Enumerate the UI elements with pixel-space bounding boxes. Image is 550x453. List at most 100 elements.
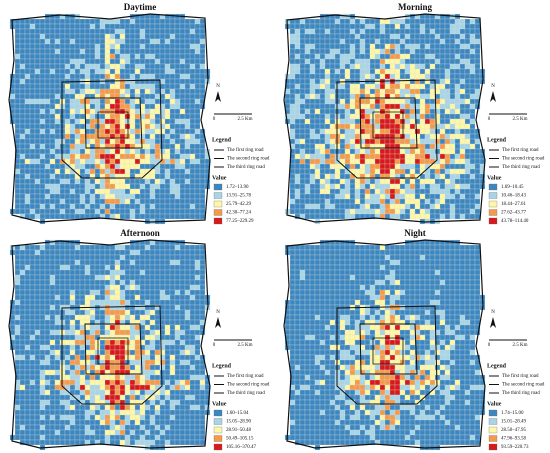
grid-cell xyxy=(194,168,201,175)
grid-cell xyxy=(79,349,86,356)
grid-cell xyxy=(414,138,421,145)
grid-cell xyxy=(194,143,201,150)
grid-cell xyxy=(304,38,311,45)
grid-cell xyxy=(39,168,46,175)
grid-cell xyxy=(449,113,456,120)
grid-cell xyxy=(134,98,141,105)
grid-cell xyxy=(104,113,111,120)
grid-cell xyxy=(89,68,96,75)
grid-cell xyxy=(29,419,36,426)
grid-cell xyxy=(39,18,46,25)
grid-cell xyxy=(44,193,51,200)
grid-cell xyxy=(79,259,86,266)
grid-cell xyxy=(54,98,61,105)
grid-cell xyxy=(289,23,296,30)
grid-cell xyxy=(119,324,126,331)
grid-cell xyxy=(189,208,196,215)
grid-cell xyxy=(34,324,41,331)
grid-cell xyxy=(394,183,401,190)
grid-cell xyxy=(84,409,91,416)
grid-cell xyxy=(424,88,431,95)
grid-cell xyxy=(409,68,416,75)
grid-cell xyxy=(44,23,51,30)
grid-cell xyxy=(29,359,36,366)
grid-cell xyxy=(29,83,36,90)
grid-cell xyxy=(124,364,131,371)
grid-cell xyxy=(114,38,121,45)
grid-cell xyxy=(179,48,186,55)
grid-cell xyxy=(144,294,151,301)
grid-cell xyxy=(359,38,366,45)
grid-cell xyxy=(114,113,121,120)
grid-cell xyxy=(79,178,86,185)
grid-cell xyxy=(309,128,316,135)
grid-cell xyxy=(109,309,116,316)
grid-cell xyxy=(74,193,81,200)
grid-cell xyxy=(159,198,166,205)
grid-cell xyxy=(194,244,201,251)
grid-cell xyxy=(444,53,451,60)
grid-cell xyxy=(444,58,451,65)
grid-cell xyxy=(394,43,401,50)
grid-cell xyxy=(164,103,171,110)
grid-cell xyxy=(169,48,176,55)
grid-cell xyxy=(319,118,326,125)
grid-cell xyxy=(464,133,471,140)
grid-cell xyxy=(309,274,316,281)
grid-cell xyxy=(139,304,146,311)
grid-cell xyxy=(404,123,411,130)
grid-cell xyxy=(34,213,41,220)
grid-cell xyxy=(24,354,31,361)
grid-cell xyxy=(109,43,116,50)
grid-cell xyxy=(134,153,141,160)
grid-cell xyxy=(164,414,171,421)
grid-cell xyxy=(319,23,326,30)
grid-cell xyxy=(74,73,81,80)
grid-cell xyxy=(329,93,336,100)
grid-cell xyxy=(474,18,481,25)
grid-cell xyxy=(184,394,191,401)
grid-cell xyxy=(64,133,71,140)
grid-cell xyxy=(79,183,86,190)
grid-cell xyxy=(194,93,201,100)
grid-cell xyxy=(194,404,201,411)
grid-cell xyxy=(319,88,326,95)
grid-cell xyxy=(109,339,116,346)
grid-cell xyxy=(334,198,341,205)
grid-cell xyxy=(459,203,466,210)
grid-cell xyxy=(329,168,336,175)
value-title: Value xyxy=(212,175,227,181)
grid-cell xyxy=(149,284,156,291)
grid-cell xyxy=(424,118,431,125)
grid-cell xyxy=(29,389,36,396)
grid-cell xyxy=(174,168,181,175)
grid-cell xyxy=(59,279,66,286)
grid-cell xyxy=(64,369,71,376)
grid-cell xyxy=(179,384,186,391)
grid-cell xyxy=(109,38,116,45)
grid-cell xyxy=(299,58,306,65)
grid-cell xyxy=(419,178,426,185)
grid-cell xyxy=(384,128,391,135)
grid-cell xyxy=(39,329,46,336)
grid-cell xyxy=(114,193,121,200)
grid-cell xyxy=(374,138,381,145)
grid-cell xyxy=(104,98,111,105)
grid-cell xyxy=(289,28,296,35)
grid-cell xyxy=(109,108,116,115)
grid-cell xyxy=(84,434,91,441)
grid-cell xyxy=(469,193,476,200)
grid-cell xyxy=(439,143,446,150)
grid-cell xyxy=(379,103,386,110)
grid-cell xyxy=(299,259,306,266)
grid-cell xyxy=(124,289,131,296)
grid-cell xyxy=(369,88,376,95)
grid-cell xyxy=(129,434,136,441)
grid-cell xyxy=(179,334,186,341)
grid-cell xyxy=(104,334,111,341)
grid-cell xyxy=(129,103,136,110)
grid-cell xyxy=(404,168,411,175)
grid-cell xyxy=(409,213,416,220)
